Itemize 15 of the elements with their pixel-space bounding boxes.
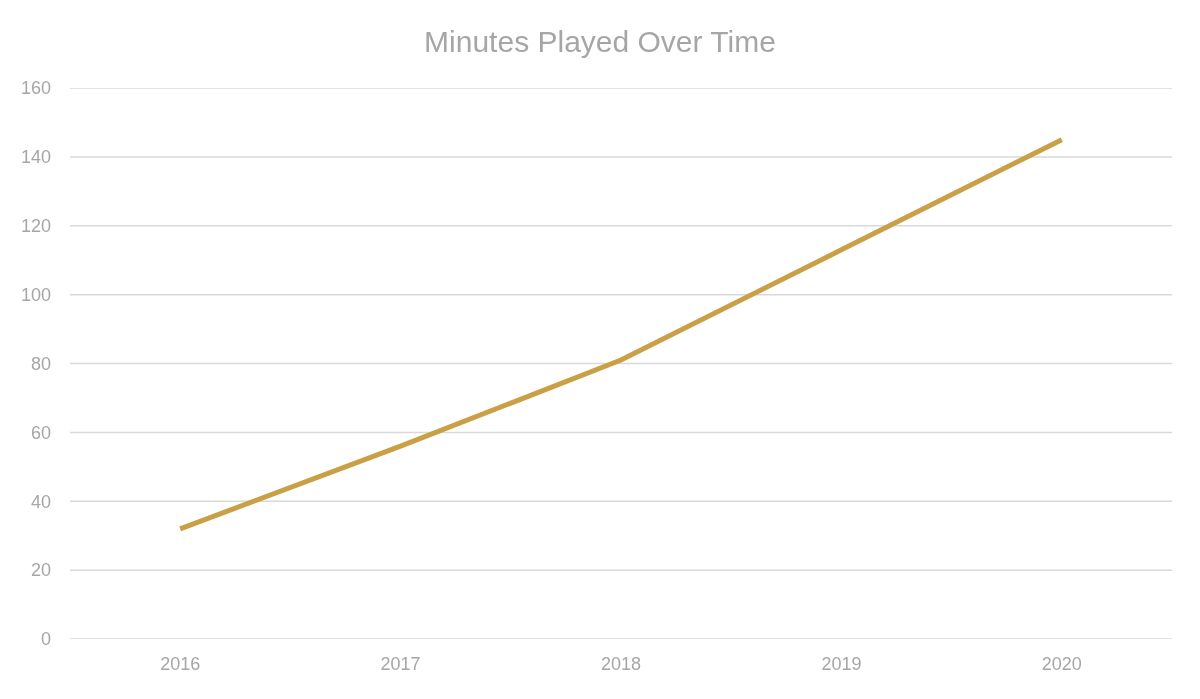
y-tick-label: 40 — [30, 491, 51, 512]
x-tick-label: 2020 — [1041, 654, 1082, 674]
x-tick-label: 2018 — [600, 654, 642, 674]
y-tick-label: 80 — [30, 353, 51, 374]
x-tick-label: 2017 — [380, 654, 421, 674]
y-tick-label: 160 — [20, 78, 51, 99]
x-tick-label: 2019 — [821, 654, 862, 674]
y-tick-label: 140 — [20, 147, 51, 168]
y-tick-label: 120 — [20, 216, 51, 237]
y-tick-label: 100 — [20, 284, 51, 305]
x-tick-label: 2016 — [160, 654, 201, 674]
y-tick-label: 0 — [40, 629, 51, 650]
y-tick-label: 20 — [30, 560, 51, 581]
chart-title: Minutes Played Over Time — [424, 25, 776, 59]
y-tick-label: 60 — [30, 422, 51, 443]
